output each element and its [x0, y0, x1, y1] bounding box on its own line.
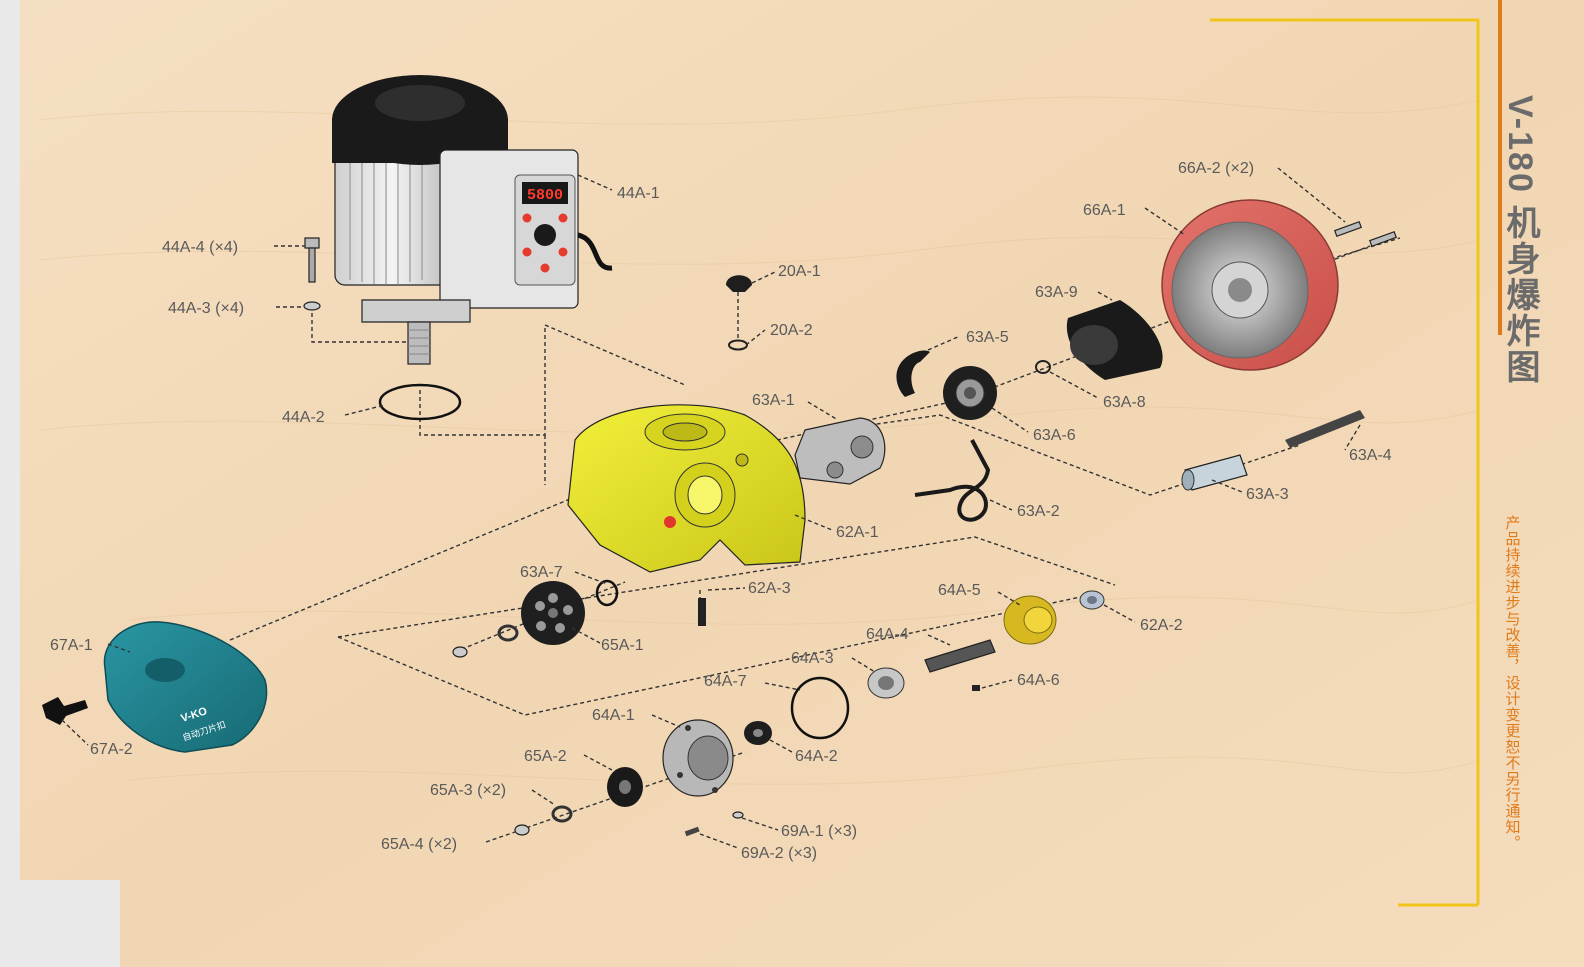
washer-69a1: [732, 811, 744, 819]
oring-44a2: [378, 383, 462, 421]
bracket-63a1: [794, 417, 886, 485]
label-67a2: 67A-2: [90, 741, 133, 758]
bearing-64a2: [744, 721, 772, 745]
label-63a6: 63A-6: [1033, 427, 1076, 444]
label-69a1: 69A-1 (×3): [781, 823, 857, 840]
housing-62a1: [567, 404, 806, 573]
label-leaders: [61, 167, 1361, 849]
label-64a3: 64A-3: [791, 650, 834, 667]
key-64a6: [972, 685, 980, 691]
label-66a1: 66A-1: [1083, 202, 1126, 219]
cover-67a1: V-KO 自动刀片扣: [103, 621, 268, 753]
wheel-66a1: [1161, 199, 1339, 371]
bolts-66a2: [1333, 220, 1398, 248]
label-64a4: 64A-4: [866, 626, 909, 643]
flange-64a1: [662, 719, 734, 797]
label-20a1: 20A-1: [778, 263, 821, 280]
label-63a1: 63A-1: [752, 392, 795, 409]
label-64a6: 64A-6: [1017, 672, 1060, 689]
label-63a4: 63A-4: [1349, 447, 1392, 464]
label-44a1: 44A-1: [617, 185, 660, 202]
spring-63a2: [914, 439, 991, 522]
screw-69a2: [684, 826, 700, 837]
label-63a2: 63A-2: [1017, 503, 1060, 520]
oring-64a7: [790, 676, 850, 740]
label-44a3: 44A-3 (×4): [168, 300, 244, 317]
label-65a2: 65A-2: [524, 748, 567, 765]
label-20a2: 20A-2: [770, 322, 813, 339]
ring-63a8: [1035, 360, 1051, 374]
label-69a2: 69A-2 (×3): [741, 845, 817, 862]
label-63a8: 63A-8: [1103, 394, 1146, 411]
gear-63a6: [943, 366, 997, 420]
label-65a3: 65A-3 (×2): [430, 782, 506, 799]
sleeve-63a9: [1066, 300, 1163, 380]
label-64a5: 64A-5: [938, 582, 981, 599]
part-labels: 44A-1 44A-4 (×4) 44A-3 (×4) 44A-2 20A-1 …: [50, 160, 1392, 862]
label-62a1: 62A-1: [836, 524, 879, 541]
cap-20a1: [726, 275, 752, 292]
label-65a4: 65A-4 (×2): [381, 836, 457, 853]
label-67a1: 67A-1: [50, 637, 93, 654]
gear-64a5: [1003, 595, 1057, 645]
washer-65a3: [551, 805, 573, 823]
bushing-62a2: [1079, 590, 1105, 610]
label-63a9: 63A-9: [1035, 284, 1078, 301]
gear-65a2: [607, 767, 643, 807]
motor-display-text: 5800: [527, 187, 563, 204]
bushing-63a3: [1181, 454, 1248, 491]
washer-65a1-a: [497, 624, 519, 642]
label-63a7: 63A-7: [520, 564, 563, 581]
motor-shaft: [407, 321, 431, 365]
shaft-64a4: [924, 639, 996, 673]
label-44a2: 44A-2: [282, 409, 325, 426]
label-66a2: 66A-2 (×2): [1178, 160, 1254, 177]
washer-44a3: [303, 301, 321, 311]
label-63a3: 63A-3: [1246, 486, 1289, 503]
motor-display: [522, 182, 568, 204]
frame-top-line: [1210, 18, 1480, 905]
label-64a2: 64A-2: [795, 748, 838, 765]
label-63a5: 63A-5: [966, 329, 1009, 346]
cring-63a7: [595, 579, 619, 607]
wood-board: [20, 0, 1584, 967]
bolt-44a4: [304, 237, 320, 283]
gear-65a1: [521, 581, 585, 645]
label-65a1: 65A-1: [601, 637, 644, 654]
segment-63a5: [896, 350, 930, 397]
motor-assembly: 5800: [332, 75, 613, 365]
motor-cable: [577, 232, 613, 271]
washer-65a1-b: [452, 646, 468, 658]
knob-67a2: [42, 697, 88, 725]
label-62a2: 62A-2: [1140, 617, 1183, 634]
screw-65a4: [514, 824, 530, 836]
label-62a3: 62A-3: [748, 580, 791, 597]
pin-62a3: [698, 598, 706, 626]
disclaimer-note: 产品持续进步与改善，设计变更恕不另行通知。: [1504, 515, 1521, 851]
label-64a7: 64A-7: [704, 673, 747, 690]
bearing-64a3: [867, 667, 905, 699]
motor-flange: [361, 299, 471, 323]
label-64a1: 64A-1: [592, 707, 635, 724]
control-knob: [534, 224, 556, 246]
label-44a4: 44A-4 (×4): [162, 239, 238, 256]
shaft-63a4: [1285, 410, 1365, 448]
page-title: V-180 机身爆炸图: [1501, 95, 1540, 385]
